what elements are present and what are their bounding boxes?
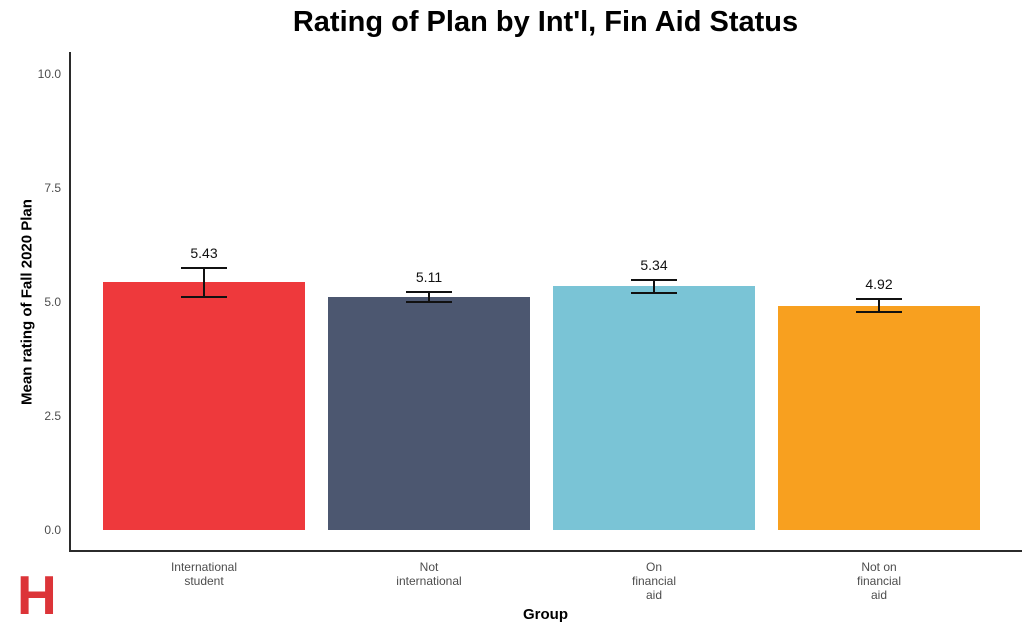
logo-h-icon: H: [17, 564, 57, 626]
error-bar-line: [203, 268, 205, 297]
bar-value-label: 4.92: [865, 275, 893, 292]
error-bar-line: [878, 298, 880, 313]
error-bar-cap-top: [856, 297, 902, 300]
x-axis-title: Group: [523, 606, 568, 623]
error-bar-cap-bottom: [856, 311, 902, 314]
x-tick-label: Not on financial aid: [856, 560, 902, 602]
error-bar-cap-top: [406, 290, 452, 293]
bar-value-label: 5.11: [415, 268, 443, 285]
y-tick-label: 5.0: [44, 295, 61, 309]
bar-value-label: 5.34: [640, 257, 668, 274]
x-tick-label: On financial aid: [631, 560, 677, 602]
error-bar-cap-top: [181, 267, 227, 270]
error-bar-cap-top: [631, 279, 677, 282]
error-bar-line: [428, 291, 430, 302]
error-bar-line: [653, 280, 655, 293]
plot-area: [69, 52, 1022, 552]
bar: [103, 282, 305, 530]
bar: [328, 296, 530, 530]
chart-title: Rating of Plan by Int'l, Fin Aid Status: [292, 6, 799, 38]
error-bar-cap-bottom: [406, 301, 452, 303]
error-bar-cap-bottom: [631, 291, 677, 294]
x-tick-label: Not international: [396, 560, 462, 588]
y-tick-label: 0.0: [44, 523, 61, 537]
y-tick-label: 2.5: [44, 409, 61, 423]
bar-value-label: 5.43: [190, 245, 218, 262]
bar: [553, 286, 755, 530]
x-tick-label: International student: [170, 560, 238, 588]
bar: [778, 305, 980, 530]
y-tick-label: 7.5: [44, 181, 61, 195]
y-tick-label: 10.0: [37, 67, 61, 81]
error-bar-cap-bottom: [181, 295, 227, 298]
